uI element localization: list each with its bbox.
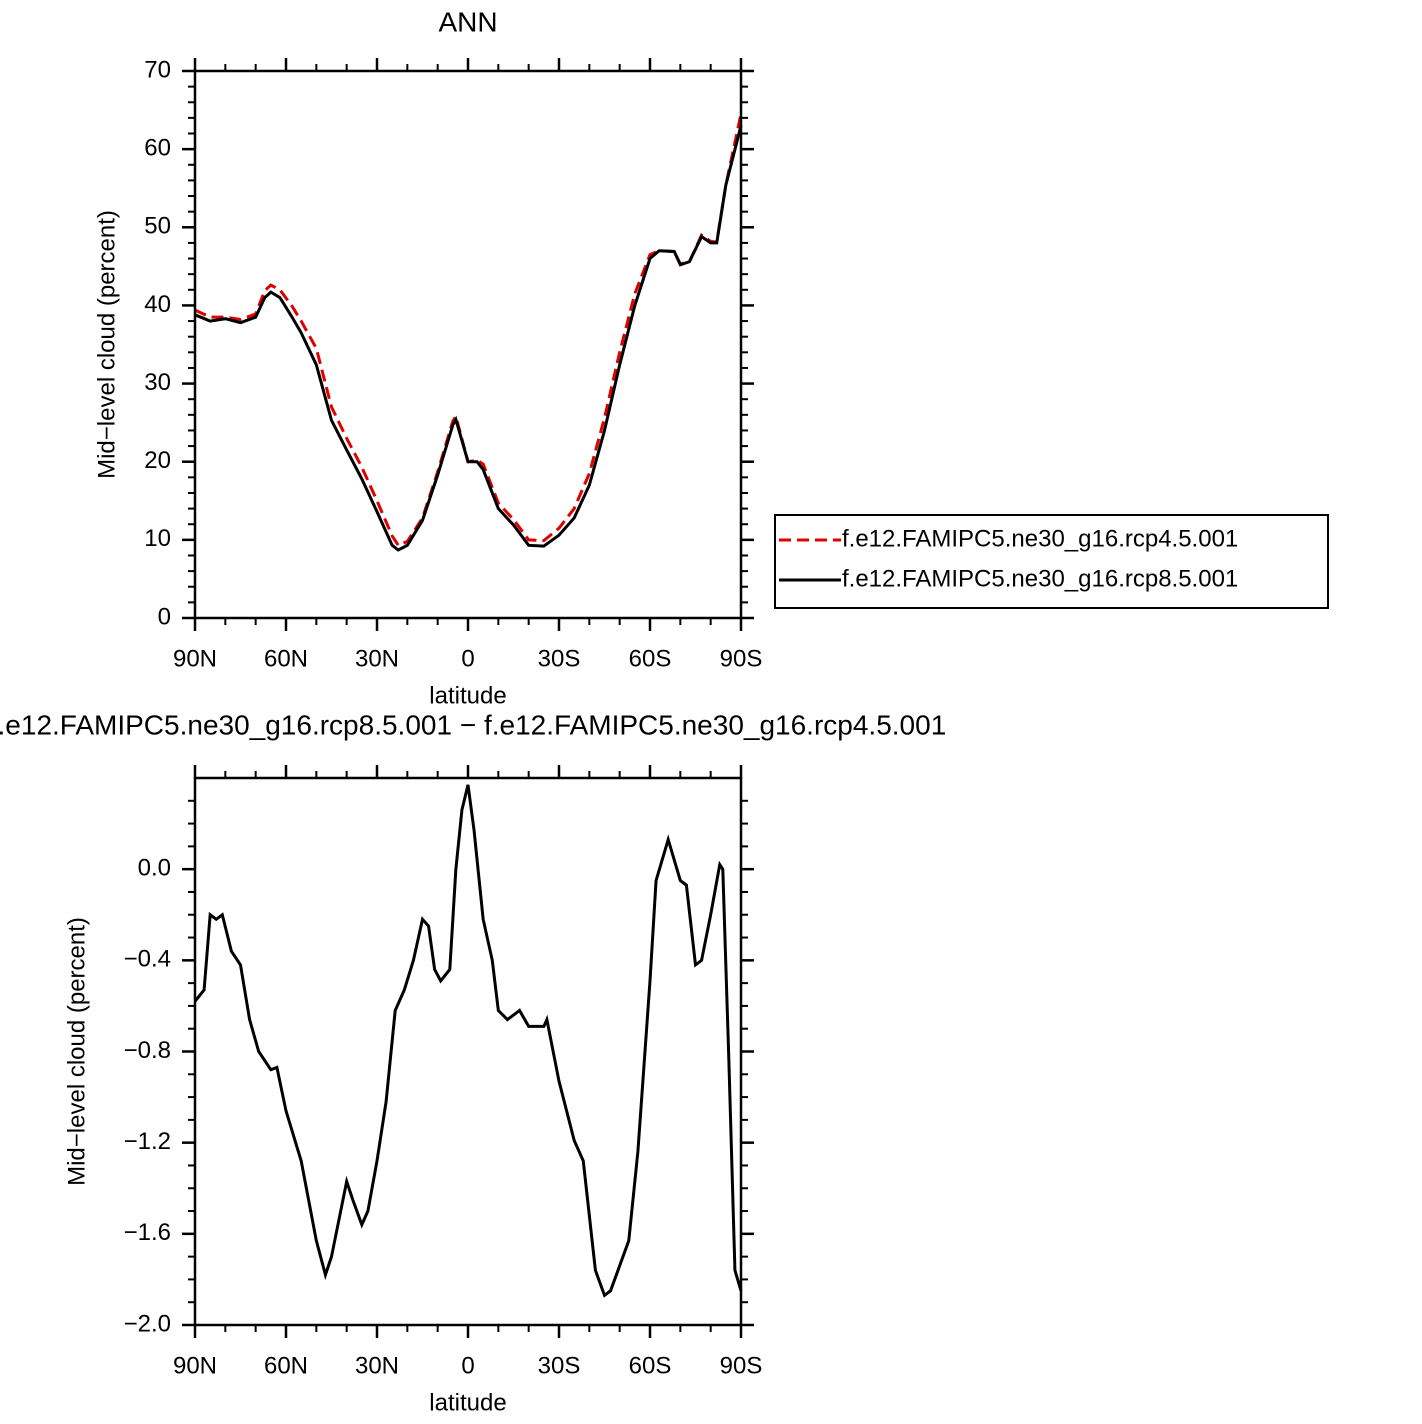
x-tick-label: 30S bbox=[538, 1352, 581, 1379]
y-tick-label: 0.0 bbox=[138, 855, 171, 882]
x-tick-label: 90N bbox=[173, 1352, 217, 1379]
x-tick-label: 30N bbox=[355, 645, 399, 672]
y-axis-label: Mid−level cloud (percent) bbox=[93, 210, 120, 479]
chart-title: f.e12.FAMIPC5.ne30_g16.rcp8.5.001 − f.e1… bbox=[0, 709, 946, 740]
x-tick-label: 30S bbox=[538, 645, 581, 672]
y-tick-label: −1.2 bbox=[124, 1128, 171, 1155]
x-tick-label: 90N bbox=[173, 645, 217, 672]
y-tick-label: −0.8 bbox=[124, 1037, 171, 1064]
y-tick-label: 30 bbox=[144, 369, 171, 396]
x-tick-label: 30N bbox=[355, 1352, 399, 1379]
y-tick-label: 70 bbox=[144, 56, 171, 83]
y-tick-label: 60 bbox=[144, 134, 171, 161]
y-tick-label: 0 bbox=[158, 603, 171, 630]
data-line bbox=[194, 113, 743, 548]
legend-label: f.e12.FAMIPC5.ne30_g16.rcp8.5.001 bbox=[842, 565, 1238, 592]
legend-label: f.e12.FAMIPC5.ne30_g16.rcp4.5.001 bbox=[842, 525, 1238, 552]
plot-frame bbox=[193, 69, 743, 620]
x-axis-label: latitude bbox=[429, 682, 506, 709]
x-axis-label: latitude bbox=[429, 1389, 506, 1416]
x-tick-label: 60S bbox=[629, 1352, 672, 1379]
y-tick-label: 20 bbox=[144, 447, 171, 474]
y-tick-label: −2.0 bbox=[124, 1310, 171, 1337]
chart-title: ANN bbox=[438, 6, 497, 37]
plot-frame bbox=[193, 776, 743, 1327]
x-tick-label: 90S bbox=[720, 1352, 763, 1379]
x-tick-label: 60S bbox=[629, 645, 672, 672]
legend-box bbox=[774, 514, 1329, 609]
y-axis-label: Mid−level cloud (percent) bbox=[63, 917, 90, 1186]
x-tick-label: 60N bbox=[264, 645, 308, 672]
x-tick-label: 60N bbox=[264, 1352, 308, 1379]
y-tick-label: 50 bbox=[144, 213, 171, 240]
y-tick-label: 40 bbox=[144, 291, 171, 318]
x-tick-label: 0 bbox=[461, 1352, 474, 1379]
data-line bbox=[193, 784, 743, 1298]
x-tick-label: 90S bbox=[720, 645, 763, 672]
y-tick-label: −1.6 bbox=[124, 1219, 171, 1246]
data-line bbox=[194, 125, 743, 552]
x-tick-label: 0 bbox=[461, 645, 474, 672]
y-tick-label: 10 bbox=[144, 525, 171, 552]
y-tick-label: −0.4 bbox=[124, 946, 171, 973]
